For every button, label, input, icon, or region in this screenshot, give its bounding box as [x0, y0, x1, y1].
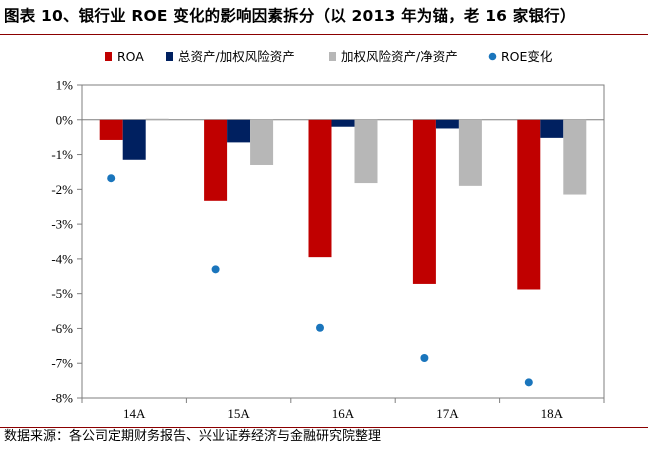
y-tick-label: 0% [56, 112, 74, 127]
y-tick-label: -4% [51, 251, 73, 266]
x-tick-label: 14A [123, 406, 146, 421]
legend-swatch-2 [329, 52, 336, 61]
point-15A [211, 265, 220, 274]
y-tick-label: -3% [51, 217, 73, 232]
legend-label-0: ROA [117, 49, 144, 64]
x-tick-label: 16A [332, 406, 355, 421]
legend-swatch-0 [105, 52, 112, 61]
bar-16A-series-1 [331, 119, 355, 127]
bar-17A-series-2 [458, 119, 482, 186]
y-tick-label: -2% [51, 182, 73, 197]
x-tick-label: 18A [541, 406, 564, 421]
point-18A [524, 378, 533, 387]
y-tick-label: -8% [51, 391, 73, 406]
x-tick-label: 15A [227, 406, 250, 421]
bar-17A-series-0 [412, 119, 436, 284]
legend-swatch-1 [166, 52, 173, 61]
bar-17A-series-1 [435, 119, 459, 129]
bar-16A-series-0 [308, 119, 332, 258]
bar-18A-series-1 [540, 119, 564, 138]
bar-15A-series-1 [227, 119, 251, 143]
roe-decomposition-chart: ROA 总资产/加权风险资产 加权风险资产/净资产 ROE变化 1% 0% -1% -2% -… [51, 49, 605, 421]
legend-label-2: 加权风险资产/净资产 [341, 49, 458, 64]
y-tick-label: -1% [51, 147, 73, 162]
y-tick-label: 1% [56, 78, 74, 93]
y-tick-label: -7% [51, 356, 73, 371]
y-tick-label: -5% [51, 286, 73, 301]
scatter-series [107, 174, 533, 387]
point-17A [420, 354, 429, 363]
plot-frame [81, 84, 605, 399]
bar-15A-series-0 [204, 119, 228, 201]
legend: ROA 总资产/加权风险资产 加权风险资产/净资产 ROE变化 [105, 49, 553, 64]
title-rule [0, 34, 648, 35]
bar-14A-series-1 [122, 119, 146, 160]
point-14A [107, 174, 116, 183]
footer-rule [0, 427, 648, 428]
chart-area: ROA 总资产/加权风险资产 加权风险资产/净资产 ROE变化 1% 0% -1% -2% -… [0, 40, 648, 430]
source-note: 数据来源：各公司定期财务报告、兴业证券经济与金融研究院整理 [4, 429, 382, 444]
chart-title: 图表 10、银行业 ROE 变化的影响因素拆分（以 2013 年为锚，老 16 … [4, 7, 576, 25]
bar-18A-series-0 [517, 119, 541, 290]
bar-18A-series-2 [563, 119, 587, 195]
bar-16A-series-2 [354, 119, 378, 184]
point-16A [316, 323, 324, 332]
bar-series [99, 118, 587, 290]
y-axis: 1% 0% -1% -2% -3% -4% -5% -6% -7% -8% [51, 78, 82, 406]
legend-marker-3 [488, 52, 497, 61]
bar-14A-series-0 [99, 119, 123, 140]
bar-14A-series-2 [145, 118, 169, 120]
x-axis: 14A 15A 16A 17A 18A [81, 398, 605, 421]
y-tick-label: -6% [51, 321, 73, 336]
legend-label-1: 总资产/加权风险资产 [178, 49, 295, 64]
legend-label-3: ROE变化 [501, 49, 553, 64]
x-tick-label: 17A [436, 406, 459, 421]
bar-15A-series-2 [250, 119, 274, 165]
